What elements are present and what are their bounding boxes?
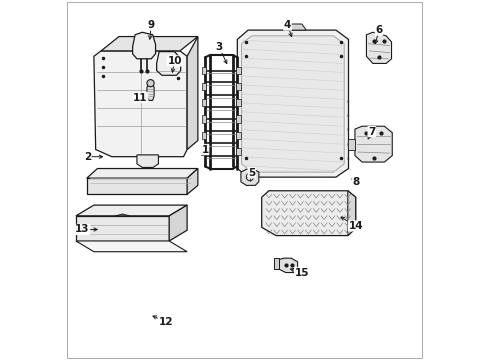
Polygon shape (236, 132, 241, 139)
Text: 4: 4 (283, 20, 291, 30)
Text: 14: 14 (347, 221, 362, 231)
Polygon shape (101, 37, 198, 51)
Polygon shape (278, 258, 297, 273)
Text: c: c (346, 141, 348, 147)
Polygon shape (202, 67, 206, 74)
Text: 7: 7 (367, 127, 375, 136)
Text: 15: 15 (294, 267, 308, 278)
Polygon shape (76, 205, 187, 216)
Polygon shape (76, 216, 169, 241)
Text: c: c (346, 127, 348, 132)
Polygon shape (76, 241, 187, 252)
Polygon shape (86, 168, 198, 178)
Polygon shape (237, 30, 348, 177)
Polygon shape (261, 191, 355, 235)
Text: 1: 1 (201, 144, 208, 154)
Polygon shape (156, 51, 180, 75)
Text: 3: 3 (215, 42, 223, 52)
Polygon shape (202, 132, 206, 139)
Polygon shape (147, 84, 154, 100)
Polygon shape (132, 32, 155, 59)
Text: c: c (346, 99, 348, 104)
Polygon shape (285, 24, 305, 30)
Polygon shape (202, 99, 206, 107)
Circle shape (147, 80, 154, 87)
Polygon shape (202, 116, 206, 123)
Polygon shape (137, 155, 158, 167)
Text: c: c (346, 113, 348, 118)
Polygon shape (366, 32, 391, 63)
Polygon shape (236, 116, 241, 123)
Polygon shape (187, 168, 198, 194)
Text: 2: 2 (83, 152, 91, 162)
Polygon shape (273, 258, 278, 269)
Text: 9: 9 (147, 20, 155, 30)
Polygon shape (169, 205, 187, 241)
Text: 6: 6 (375, 25, 382, 35)
Polygon shape (236, 83, 241, 90)
Text: 10: 10 (167, 56, 182, 66)
Text: 12: 12 (158, 317, 172, 327)
Polygon shape (236, 148, 241, 155)
Polygon shape (241, 169, 258, 185)
Polygon shape (202, 83, 206, 90)
Text: 13: 13 (75, 225, 89, 234)
Polygon shape (86, 178, 187, 194)
Text: 8: 8 (351, 177, 359, 187)
Text: 11: 11 (133, 93, 147, 103)
Text: c: c (346, 156, 348, 161)
Polygon shape (187, 37, 198, 149)
Polygon shape (94, 51, 187, 157)
Polygon shape (241, 36, 344, 172)
Polygon shape (347, 191, 355, 235)
Polygon shape (236, 99, 241, 107)
Polygon shape (236, 67, 241, 74)
Polygon shape (348, 139, 354, 149)
Polygon shape (354, 126, 391, 162)
Text: 5: 5 (247, 168, 255, 178)
Polygon shape (202, 148, 206, 155)
